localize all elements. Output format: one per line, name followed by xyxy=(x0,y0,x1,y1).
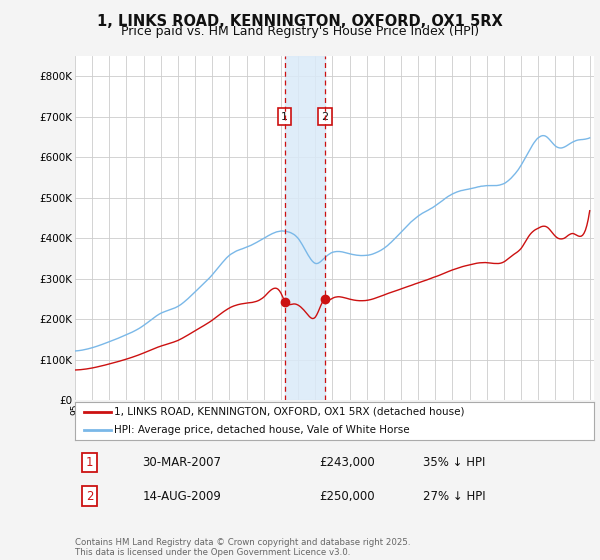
Text: 1, LINKS ROAD, KENNINGTON, OXFORD, OX1 5RX (detached house): 1, LINKS ROAD, KENNINGTON, OXFORD, OX1 5… xyxy=(114,407,464,417)
Text: 2: 2 xyxy=(322,112,329,122)
Text: 1: 1 xyxy=(281,112,288,122)
Text: 1: 1 xyxy=(86,456,93,469)
Text: Price paid vs. HM Land Registry's House Price Index (HPI): Price paid vs. HM Land Registry's House … xyxy=(121,25,479,38)
Text: Contains HM Land Registry data © Crown copyright and database right 2025.
This d: Contains HM Land Registry data © Crown c… xyxy=(75,538,410,557)
Text: 14-AUG-2009: 14-AUG-2009 xyxy=(142,489,221,503)
Text: 35% ↓ HPI: 35% ↓ HPI xyxy=(423,456,485,469)
Text: £250,000: £250,000 xyxy=(319,489,374,503)
Text: 1, LINKS ROAD, KENNINGTON, OXFORD, OX1 5RX: 1, LINKS ROAD, KENNINGTON, OXFORD, OX1 5… xyxy=(97,14,503,29)
Text: 30-MAR-2007: 30-MAR-2007 xyxy=(142,456,221,469)
Text: 2: 2 xyxy=(86,489,93,503)
Text: 27% ↓ HPI: 27% ↓ HPI xyxy=(423,489,485,503)
Text: £243,000: £243,000 xyxy=(319,456,374,469)
Text: HPI: Average price, detached house, Vale of White Horse: HPI: Average price, detached house, Vale… xyxy=(114,425,410,435)
Bar xyxy=(284,56,325,400)
